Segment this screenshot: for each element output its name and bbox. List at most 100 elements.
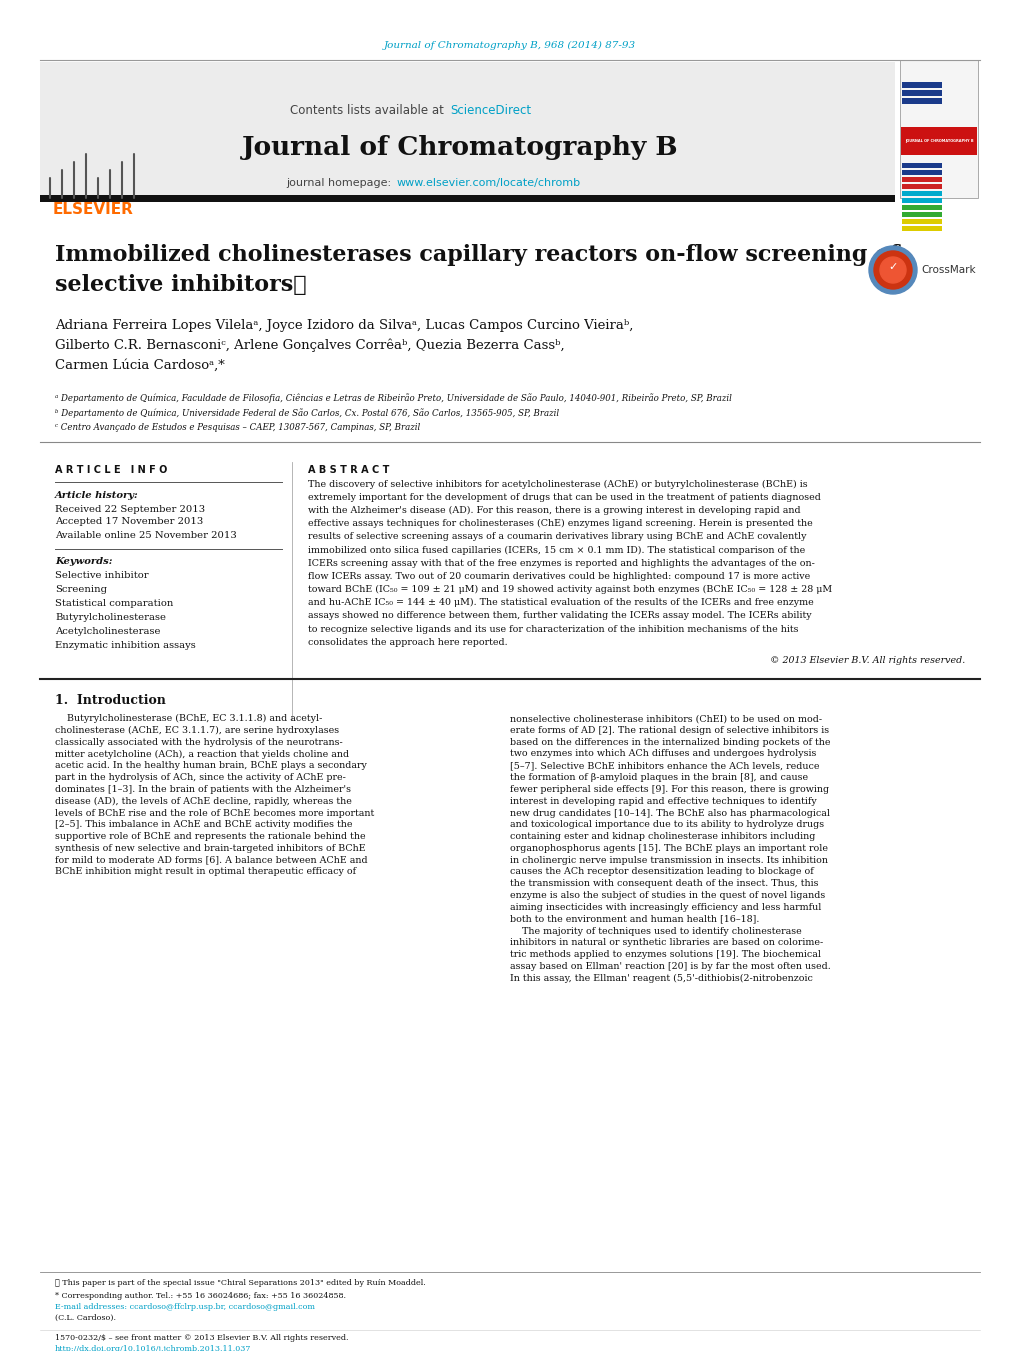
FancyBboxPatch shape	[901, 226, 942, 231]
Text: Butyrylcholinesterase (BChE, EC 3.1.1.8) and acetyl-: Butyrylcholinesterase (BChE, EC 3.1.1.8)…	[55, 715, 322, 723]
Circle shape	[879, 257, 905, 282]
Text: ᶜ Centro Avançado de Estudos e Pesquisas – CAEP, 13087-567, Campinas, SP, Brazil: ᶜ Centro Avançado de Estudos e Pesquisas…	[55, 423, 420, 432]
Text: 1570-0232/$ – see front matter © 2013 Elsevier B.V. All rights reserved.: 1570-0232/$ – see front matter © 2013 El…	[55, 1333, 348, 1342]
Text: Keywords:: Keywords:	[55, 558, 112, 566]
Text: nonselective cholinesterase inhibitors (ChEI) to be used on mod-: nonselective cholinesterase inhibitors (…	[510, 715, 821, 723]
Text: levels of BChE rise and the role of BChE becomes more important: levels of BChE rise and the role of BChE…	[55, 808, 374, 817]
Text: journal homepage:: journal homepage:	[286, 178, 394, 188]
Text: Selective inhibitor: Selective inhibitor	[55, 571, 149, 581]
Text: ᵃ Departamento de Química, Faculdade de Filosofia, Ciências e Letras de Ribeirão: ᵃ Departamento de Química, Faculdade de …	[55, 393, 732, 403]
Text: selective inhibitors★: selective inhibitors★	[55, 274, 307, 296]
Text: Acetylcholinesterase: Acetylcholinesterase	[55, 627, 160, 636]
Text: for mild to moderate AD forms [6]. A balance between AChE and: for mild to moderate AD forms [6]. A bal…	[55, 855, 367, 865]
Text: the formation of β-amyloid plaques in the brain [8], and cause: the formation of β-amyloid plaques in th…	[510, 773, 807, 782]
Text: with the Alzheimer's disease (AD). For this reason, there is a growing interest : with the Alzheimer's disease (AD). For t…	[308, 505, 800, 515]
Text: The discovery of selective inhibitors for acetylcholinesterase (AChE) or butyryl: The discovery of selective inhibitors fo…	[308, 480, 807, 489]
Text: ★ This paper is part of the special issue "Chiral Separations 2013" edited by Ru: ★ This paper is part of the special issu…	[55, 1279, 425, 1288]
Text: immobilized onto silica fused capillaries (ICERs, 15 cm × 0.1 mm ID). The statis: immobilized onto silica fused capillarie…	[308, 546, 804, 554]
Text: Screening: Screening	[55, 585, 107, 594]
Circle shape	[873, 251, 911, 289]
Text: ScienceDirect: ScienceDirect	[449, 104, 531, 116]
FancyBboxPatch shape	[901, 177, 942, 182]
Text: based on the differences in the internalized binding pockets of the: based on the differences in the internal…	[510, 738, 829, 747]
Text: supportive role of BChE and represents the rationale behind the: supportive role of BChE and represents t…	[55, 832, 365, 842]
FancyBboxPatch shape	[901, 163, 942, 168]
Text: dominates [1–3]. In the brain of patients with the Alzheimer's: dominates [1–3]. In the brain of patient…	[55, 785, 351, 794]
FancyBboxPatch shape	[901, 205, 942, 209]
Text: www.elsevier.com/locate/chromb: www.elsevier.com/locate/chromb	[396, 178, 581, 188]
FancyBboxPatch shape	[40, 62, 894, 200]
Text: two enzymes into which ACh diffuses and undergoes hydrolysis: two enzymes into which ACh diffuses and …	[510, 750, 815, 758]
FancyBboxPatch shape	[43, 118, 143, 199]
Text: Available online 25 November 2013: Available online 25 November 2013	[55, 531, 236, 539]
Text: extremely important for the development of drugs that can be used in the treatme: extremely important for the development …	[308, 493, 820, 501]
Text: [5–7]. Selective BChE inhibitors enhance the ACh levels, reduce: [5–7]. Selective BChE inhibitors enhance…	[510, 762, 818, 770]
Text: Contents lists available at: Contents lists available at	[290, 104, 447, 116]
Text: BChE inhibition might result in optimal therapeutic efficacy of: BChE inhibition might result in optimal …	[55, 867, 356, 877]
Text: * Corresponding author. Tel.: +55 16 36024686; fax: +55 16 36024858.: * Corresponding author. Tel.: +55 16 360…	[55, 1292, 345, 1300]
Text: both to the environment and human health [16–18].: both to the environment and human health…	[510, 915, 758, 924]
Text: and hu-AChE IC₅₀ = 144 ± 40 μM). The statistical evaluation of the results of th: and hu-AChE IC₅₀ = 144 ± 40 μM). The sta…	[308, 598, 813, 608]
FancyBboxPatch shape	[901, 199, 942, 203]
Text: Journal of Chromatography B, 968 (2014) 87-93: Journal of Chromatography B, 968 (2014) …	[383, 41, 636, 50]
Text: © 2013 Elsevier B.V. All rights reserved.: © 2013 Elsevier B.V. All rights reserved…	[769, 657, 964, 665]
Text: the transmission with consequent death of the insect. Thus, this: the transmission with consequent death o…	[510, 880, 817, 889]
Text: organophosphorus agents [15]. The BChE plays an important role: organophosphorus agents [15]. The BChE p…	[510, 844, 827, 852]
Text: A B S T R A C T: A B S T R A C T	[308, 465, 389, 476]
Text: erate forms of AD [2]. The rational design of selective inhibitors is: erate forms of AD [2]. The rational desi…	[510, 725, 828, 735]
FancyBboxPatch shape	[901, 184, 942, 189]
Text: causes the ACh receptor desensitization leading to blockage of: causes the ACh receptor desensitization …	[510, 867, 813, 877]
Text: ᵇ Departamento de Química, Universidade Federal de São Carlos, Cx. Postal 676, S: ᵇ Departamento de Química, Universidade …	[55, 408, 558, 417]
FancyBboxPatch shape	[901, 219, 942, 224]
Text: ✓: ✓	[888, 262, 897, 272]
Text: effective assays techniques for cholinesterases (ChE) enzymes ligand screening. : effective assays techniques for cholines…	[308, 519, 812, 528]
Text: Carmen Lúcia Cardosoᵃ,*: Carmen Lúcia Cardosoᵃ,*	[55, 358, 224, 372]
Text: acetic acid. In the healthy human brain, BChE plays a secondary: acetic acid. In the healthy human brain,…	[55, 762, 367, 770]
Text: In this assay, the Ellman' reagent (5,5'-dithiobis(2-nitrobenzoic: In this assay, the Ellman' reagent (5,5'…	[510, 974, 812, 982]
Text: enzyme is also the subject of studies in the quest of novel ligands: enzyme is also the subject of studies in…	[510, 892, 824, 900]
Text: Accepted 17 November 2013: Accepted 17 November 2013	[55, 517, 203, 527]
Text: (C.L. Cardoso).: (C.L. Cardoso).	[55, 1315, 116, 1323]
Text: to recognize selective ligands and its use for characterization of the inhibitio: to recognize selective ligands and its u…	[308, 624, 798, 634]
Text: A R T I C L E   I N F O: A R T I C L E I N F O	[55, 465, 167, 476]
Text: fewer peripheral side effects [9]. For this reason, there is growing: fewer peripheral side effects [9]. For t…	[510, 785, 828, 794]
FancyBboxPatch shape	[901, 190, 942, 196]
FancyBboxPatch shape	[40, 195, 894, 203]
Text: E-mail addresses: ccardoso@ffclrp.usp.br, ccardoso@gmail.com: E-mail addresses: ccardoso@ffclrp.usp.br…	[55, 1302, 315, 1310]
Text: ICERs screening assay with that of the free enzymes is reported and highlights t: ICERs screening assay with that of the f…	[308, 559, 814, 567]
Text: flow ICERs assay. Two out of 20 coumarin derivatives could be highlighted: compo: flow ICERs assay. Two out of 20 coumarin…	[308, 571, 809, 581]
Text: ELSEVIER: ELSEVIER	[53, 203, 133, 218]
Text: interest in developing rapid and effective techniques to identify: interest in developing rapid and effecti…	[510, 797, 816, 805]
Text: Gilberto C.R. Bernasconiᶜ, Arlene Gonçalves Corrêaᵇ, Quezia Bezerra Cassᵇ,: Gilberto C.R. Bernasconiᶜ, Arlene Gonçal…	[55, 338, 565, 351]
Text: Enzymatic inhibition assays: Enzymatic inhibition assays	[55, 642, 196, 650]
FancyBboxPatch shape	[901, 91, 942, 96]
Text: classically associated with the hydrolysis of the neurotrans-: classically associated with the hydrolys…	[55, 738, 342, 747]
Text: tric methods applied to enzymes solutions [19]. The biochemical: tric methods applied to enzymes solution…	[510, 950, 820, 959]
Text: mitter acetylcholine (ACh), a reaction that yields choline and: mitter acetylcholine (ACh), a reaction t…	[55, 750, 348, 758]
Text: 1.  Introduction: 1. Introduction	[55, 694, 166, 707]
Text: Journal of Chromatography B: Journal of Chromatography B	[242, 135, 678, 161]
Text: aiming insecticides with increasingly efficiency and less harmful: aiming insecticides with increasingly ef…	[510, 902, 820, 912]
Circle shape	[868, 246, 916, 295]
Text: CrossMark: CrossMark	[920, 265, 974, 276]
Text: consolidates the approach here reported.: consolidates the approach here reported.	[308, 638, 507, 647]
FancyBboxPatch shape	[901, 212, 942, 218]
Text: The majority of techniques used to identify cholinesterase: The majority of techniques used to ident…	[510, 927, 801, 935]
Text: assay based on Ellman' reaction [20] is by far the most often used.: assay based on Ellman' reaction [20] is …	[510, 962, 829, 971]
Text: Butyrylcholinesterase: Butyrylcholinesterase	[55, 613, 166, 623]
Text: new drug candidates [10–14]. The BChE also has pharmacological: new drug candidates [10–14]. The BChE al…	[510, 808, 829, 817]
Text: http://dx.doi.org/10.1016/j.jchromb.2013.11.037: http://dx.doi.org/10.1016/j.jchromb.2013…	[55, 1346, 251, 1351]
Text: [2–5]. This imbalance in AChE and BChE activity modifies the: [2–5]. This imbalance in AChE and BChE a…	[55, 820, 353, 830]
FancyBboxPatch shape	[901, 82, 942, 88]
Text: synthesis of new selective and brain-targeted inhibitors of BChE: synthesis of new selective and brain-tar…	[55, 844, 365, 852]
Text: in cholinergic nerve impulse transmission in insects. Its inhibition: in cholinergic nerve impulse transmissio…	[510, 855, 827, 865]
Text: toward BChE (IC₅₀ = 109 ± 21 μM) and 19 showed activity against both enzymes (BC: toward BChE (IC₅₀ = 109 ± 21 μM) and 19 …	[308, 585, 832, 594]
Text: JOURNAL OF CHROMATOGRAPHY B: JOURNAL OF CHROMATOGRAPHY B	[904, 139, 972, 143]
FancyBboxPatch shape	[901, 170, 942, 176]
Text: containing ester and kidnap cholinesterase inhibitors including: containing ester and kidnap cholinestera…	[510, 832, 814, 842]
FancyBboxPatch shape	[901, 99, 942, 104]
Text: Statistical comparation: Statistical comparation	[55, 600, 173, 608]
FancyBboxPatch shape	[900, 127, 976, 155]
Text: part in the hydrolysis of ACh, since the activity of AChE pre-: part in the hydrolysis of ACh, since the…	[55, 773, 345, 782]
Text: assays showed no difference between them, further validating the ICERs assay mod: assays showed no difference between them…	[308, 612, 811, 620]
